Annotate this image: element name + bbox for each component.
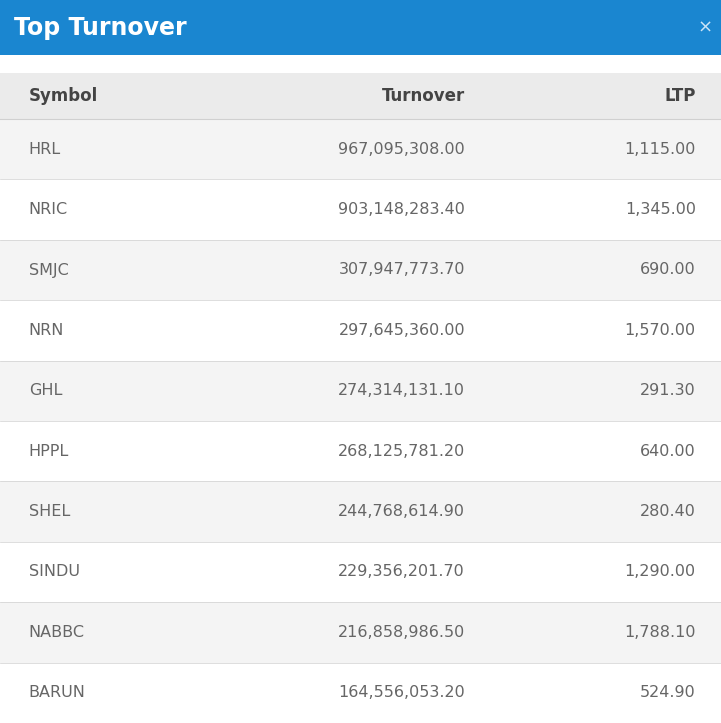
Bar (0, 55, 721, 73)
Text: ×: × (697, 19, 712, 36)
Text: 524.90: 524.90 (640, 685, 696, 701)
Text: BARUN: BARUN (29, 685, 86, 701)
Text: SHEL: SHEL (29, 504, 70, 519)
Text: Turnover: Turnover (382, 87, 465, 105)
Text: 967,095,308.00: 967,095,308.00 (338, 142, 465, 157)
Text: HRL: HRL (29, 142, 61, 157)
Bar (0, 602, 721, 662)
Text: 268,125,781.20: 268,125,781.20 (338, 444, 465, 458)
Text: NABBC: NABBC (29, 625, 85, 640)
Text: 1,570.00: 1,570.00 (624, 323, 696, 338)
Text: 244,768,614.90: 244,768,614.90 (338, 504, 465, 519)
Text: Top Turnover: Top Turnover (14, 15, 187, 40)
Bar (0, 662, 721, 723)
Text: 690.00: 690.00 (640, 262, 696, 278)
Text: 229,356,201.70: 229,356,201.70 (338, 565, 465, 580)
Bar (0, 179, 721, 240)
Text: SMJC: SMJC (29, 262, 68, 278)
Text: LTP: LTP (664, 87, 696, 105)
Text: 903,148,283.40: 903,148,283.40 (338, 202, 465, 217)
Text: 297,645,360.00: 297,645,360.00 (338, 323, 465, 338)
Bar (0, 119, 721, 179)
Text: 274,314,131.10: 274,314,131.10 (338, 383, 465, 398)
Text: 1,788.10: 1,788.10 (624, 625, 696, 640)
Text: NRN: NRN (29, 323, 64, 338)
Text: 1,290.00: 1,290.00 (624, 565, 696, 580)
Bar (0, 300, 721, 361)
Bar (0, 240, 721, 300)
Text: 307,947,773.70: 307,947,773.70 (339, 262, 465, 278)
Bar (0, 361, 721, 421)
Bar (0, 542, 721, 602)
Text: 280.40: 280.40 (640, 504, 696, 519)
Text: NRIC: NRIC (29, 202, 68, 217)
Text: Symbol: Symbol (29, 87, 98, 105)
Bar (0, 421, 721, 482)
Bar (0, 482, 721, 542)
Bar (0, 0, 721, 55)
Text: 1,115.00: 1,115.00 (624, 142, 696, 157)
Text: 640.00: 640.00 (640, 444, 696, 458)
Text: GHL: GHL (29, 383, 62, 398)
Bar (0, 73, 721, 119)
Text: 216,858,986.50: 216,858,986.50 (338, 625, 465, 640)
Text: SINDU: SINDU (29, 565, 80, 580)
Text: 1,345.00: 1,345.00 (625, 202, 696, 217)
Text: 291.30: 291.30 (640, 383, 696, 398)
Text: 164,556,053.20: 164,556,053.20 (338, 685, 465, 701)
Text: HPPL: HPPL (29, 444, 69, 458)
